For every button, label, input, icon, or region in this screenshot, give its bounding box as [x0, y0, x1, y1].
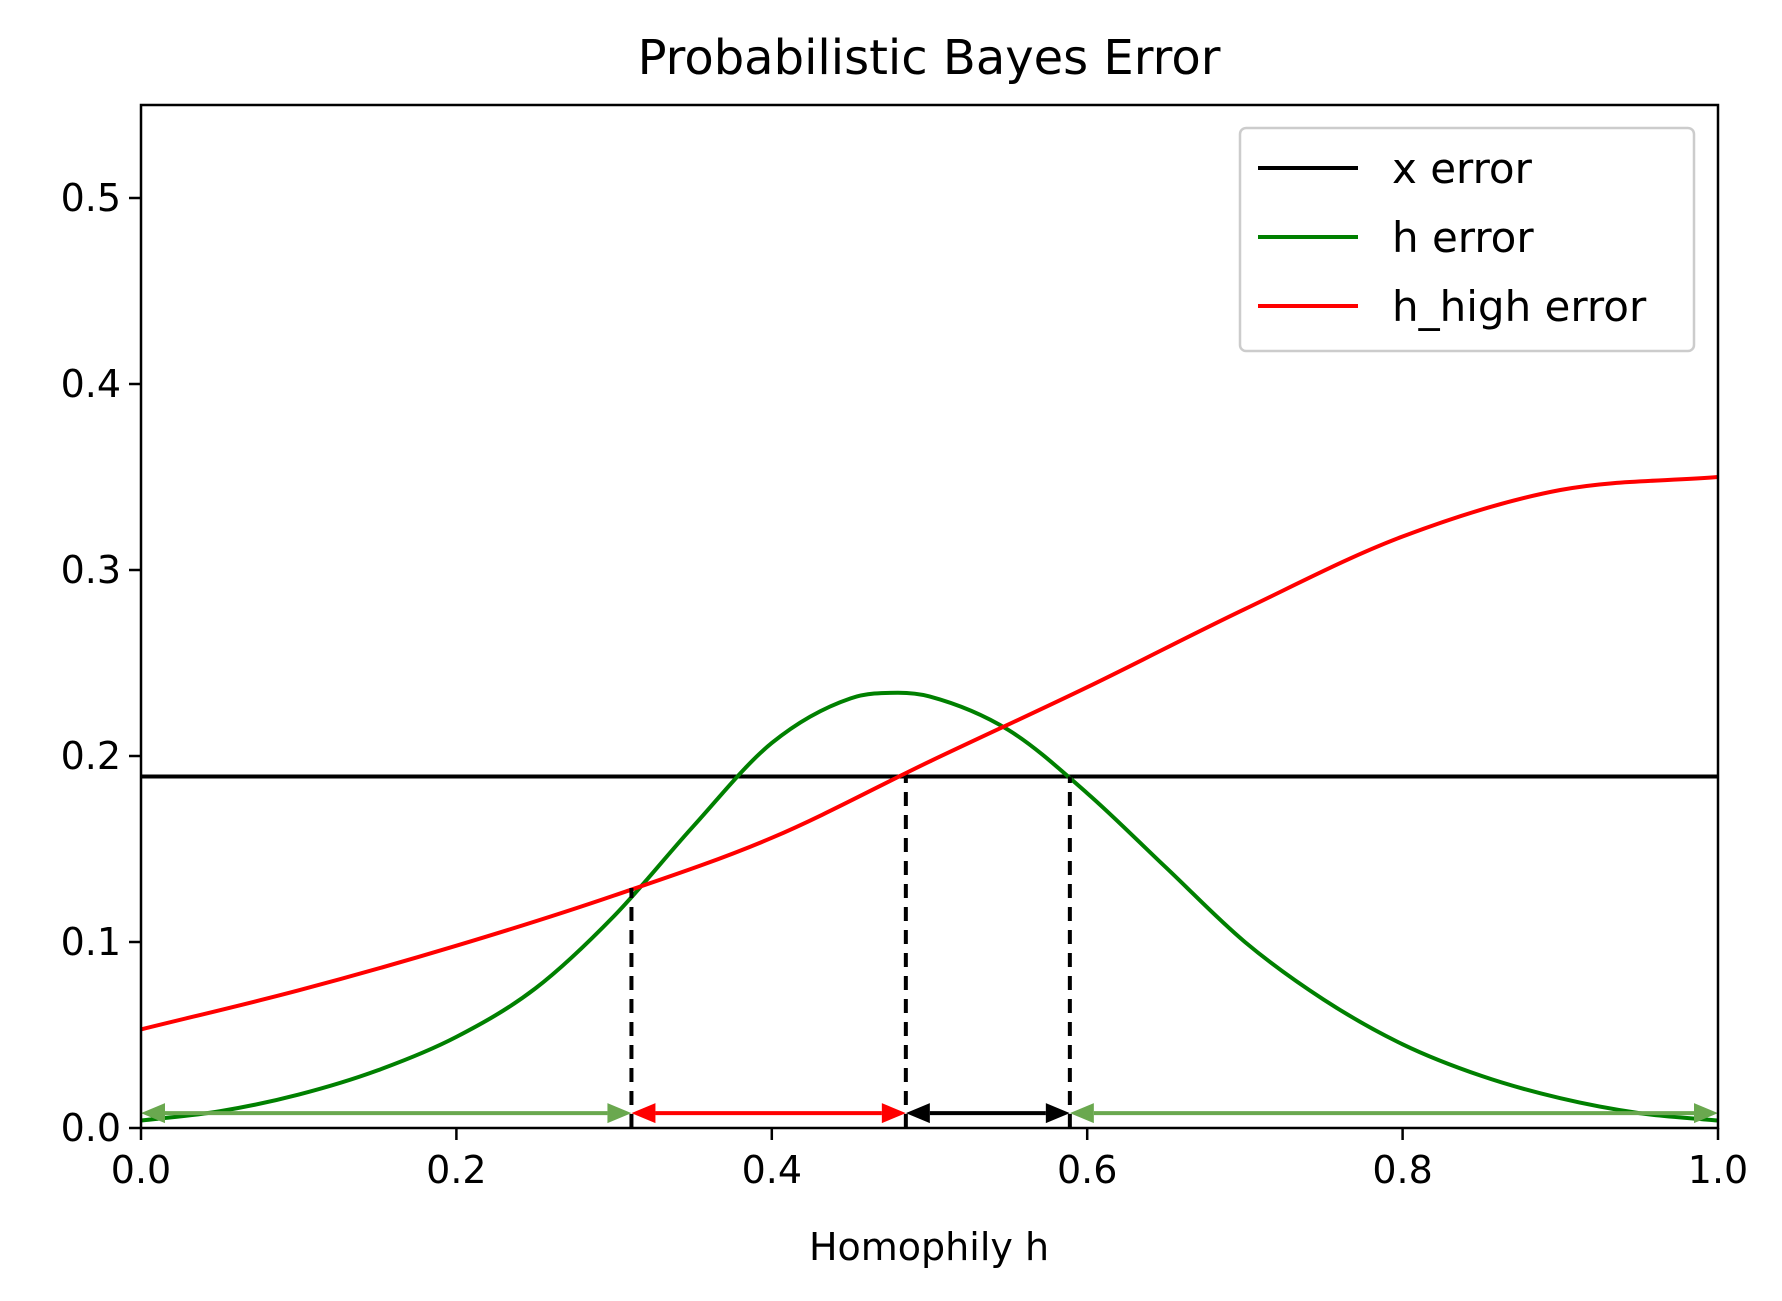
- chart-title: Probabilistic Bayes Error: [638, 30, 1221, 86]
- range-arrow-head-right: [1045, 1103, 1070, 1124]
- x-tick-label: 0.2: [426, 1148, 486, 1192]
- x-tick-label: 1.0: [1688, 1148, 1748, 1192]
- legend-box: [1238, 126, 1696, 353]
- legend-label-h-high-error: h_high error: [1392, 282, 1647, 331]
- y-tick-label: 0.0: [61, 1106, 121, 1150]
- series-line-h-high-error: [141, 475, 1718, 1032]
- range-arrows: [141, 1103, 1718, 1124]
- plot-frame: [139, 103, 1720, 1130]
- legend-label-h-error: h error: [1392, 213, 1534, 262]
- y-tick-label: 0.2: [61, 734, 121, 778]
- x-tick-label: 0.8: [1372, 1148, 1432, 1192]
- range-arrow-head-left: [1069, 1103, 1094, 1124]
- y-tick-label: 0.3: [61, 548, 121, 592]
- range-arrow-2: [631, 1103, 906, 1124]
- range-arrow-head-left: [141, 1103, 165, 1124]
- axes: 0.0 0.2 0.4 0.6 0.8 1.0 0.0 0.1 0.2 0.3 0.4 0.5: [61, 176, 1749, 1192]
- range-arrow-3: [905, 1103, 1070, 1124]
- x-tick-label: 0.4: [742, 1148, 802, 1192]
- range-arrow-head-left: [631, 1103, 656, 1124]
- legend: x error h error h_high error: [1238, 126, 1696, 353]
- range-arrow-head-right: [607, 1103, 632, 1124]
- legend-label-x-error: x error: [1392, 144, 1533, 193]
- x-tick-label: 0.0: [111, 1148, 171, 1192]
- range-arrow-1: [141, 1103, 632, 1124]
- y-tick-label: 0.4: [61, 362, 121, 406]
- y-tick-label: 0.1: [61, 920, 121, 964]
- range-arrow-4: [1069, 1103, 1718, 1124]
- plot-area: [141, 475, 1718, 1128]
- x-tick-label: 0.6: [1057, 1148, 1117, 1192]
- x-axis-label: Homophily h: [809, 1225, 1049, 1269]
- series-line-h-error: [141, 690, 1718, 1123]
- range-arrow-head-right: [1694, 1103, 1718, 1124]
- y-tick-label: 0.5: [61, 176, 121, 220]
- range-arrow-head-right: [881, 1103, 906, 1124]
- range-arrow-head-left: [905, 1103, 930, 1124]
